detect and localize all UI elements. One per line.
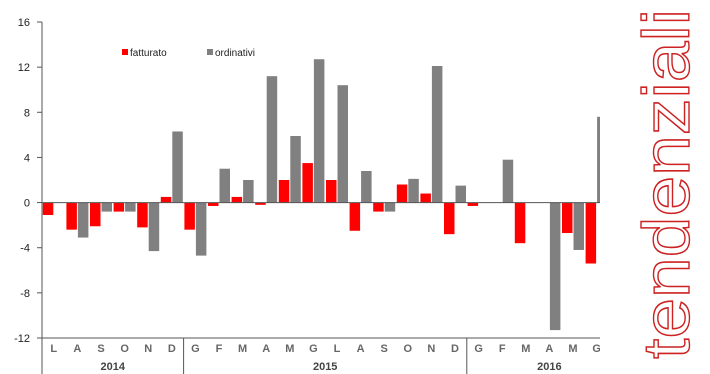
x-tick-label: N [144,343,152,355]
bar-fatturato-0 [42,202,54,215]
bar-fatturato-3 [113,202,125,212]
legend-label-fatturato: fatturato [130,48,167,59]
x-tick-label: A [545,343,553,355]
bar-ordinativi-13 [361,170,372,203]
year-label: 2016 [537,361,561,373]
bar-fatturato-16 [420,193,431,203]
bar-fatturato-20 [514,202,526,244]
y-axis: 16 12 8 4 0 -4 -8 -12 [14,17,43,345]
legend-swatch-fatturato [122,49,128,55]
x-tick-label: M [285,343,294,355]
x-tick-label: G [309,343,318,355]
bar-ordinativi-6 [195,202,207,256]
bar-fatturato-4 [137,202,148,228]
bars [42,59,600,331]
x-tick-label: F [499,343,506,355]
bar-fatturato-9 [255,202,266,205]
x-tick-label: L [334,343,341,355]
bar-fatturato-13 [349,202,361,231]
x-tick-label: M [521,343,530,355]
legend-label-ordinativi: ordinativi [215,48,255,59]
y-tick-label: 8 [24,107,30,119]
x-tick-label: D [451,343,459,355]
bar-ordinativi-7 [219,168,230,203]
bar-ordinativi-22 [573,202,584,250]
x-tick-label: S [97,343,104,355]
bar-ordinativi-8 [243,180,254,203]
side-title-graphic: tendenziali [628,8,703,359]
x-tick-label: M [568,343,577,355]
bar-fatturato-7 [208,202,219,206]
bar-ordinativi-23 [597,116,600,203]
bar-ordinativi-3 [125,202,136,212]
y-tick-label: -12 [14,333,30,345]
bar-fatturato-14 [373,202,384,212]
x-tick-label: G [474,343,483,355]
bar-fatturato-22 [562,202,573,234]
bar-ordinativi-5 [172,131,183,203]
x-tick-label: L [50,343,57,355]
bar-ordinativi-19 [502,159,514,203]
x-tick-label: S [381,343,388,355]
year-label: 2014 [101,361,126,373]
bar-fatturato-8 [231,196,243,203]
bar-fatturato-23 [585,202,597,264]
bar-ordinativi-9 [266,76,278,203]
bar-fatturato-10 [278,180,290,203]
bar-ordinativi-1 [77,202,89,238]
y-tick-label: -8 [20,288,30,300]
bar-ordinativi-17 [455,185,466,203]
legend: fatturato ordinativi [122,48,255,59]
y-tick-label: 16 [18,17,30,29]
bar-fatturato-5 [160,196,172,203]
bar-ordinativi-4 [148,202,160,252]
x-tick-label: G [592,343,600,355]
legend-swatch-ordinativi [207,49,213,55]
side-title: tendenziali [629,9,703,359]
bar-fatturato-17 [444,202,455,235]
bar-fatturato-1 [66,202,77,230]
x-tick-label: A [262,343,270,355]
x-axis: LASONDGFMAMGLASONDGFMAMGL201420152016 [41,202,600,374]
bar-ordinativi-16 [431,66,443,203]
bar-ordinativi-15 [408,178,419,203]
x-tick-label: D [168,343,176,355]
bar-fatturato-18 [467,202,479,206]
year-label: 2015 [313,361,337,373]
bar-fatturato-6 [184,202,195,230]
x-tick-label: A [357,343,365,355]
x-tick-label: G [191,343,200,355]
x-tick-label: A [73,343,81,355]
bar-fatturato-15 [396,184,408,203]
x-tick-label: M [238,343,247,355]
bar-ordinativi-14 [384,202,396,212]
x-tick-label: O [404,343,413,355]
bar-ordinativi-11 [313,59,325,203]
bar-fatturato-11 [302,163,313,203]
y-tick-label: 12 [18,62,30,74]
x-tick-label: O [120,343,129,355]
y-tick-label: 0 [24,198,30,210]
bar-ordinativi-21 [549,202,561,331]
bar-fatturato-2 [90,202,101,227]
bar-fatturato-12 [326,180,337,203]
bar-ordinativi-12 [337,85,348,203]
x-tick-label: N [427,343,435,355]
bar-ordinativi-2 [101,202,112,212]
y-tick-label: -4 [20,243,30,255]
bar-ordinativi-10 [290,135,301,203]
y-tick-label: 4 [24,152,30,164]
x-tick-label: F [216,343,223,355]
